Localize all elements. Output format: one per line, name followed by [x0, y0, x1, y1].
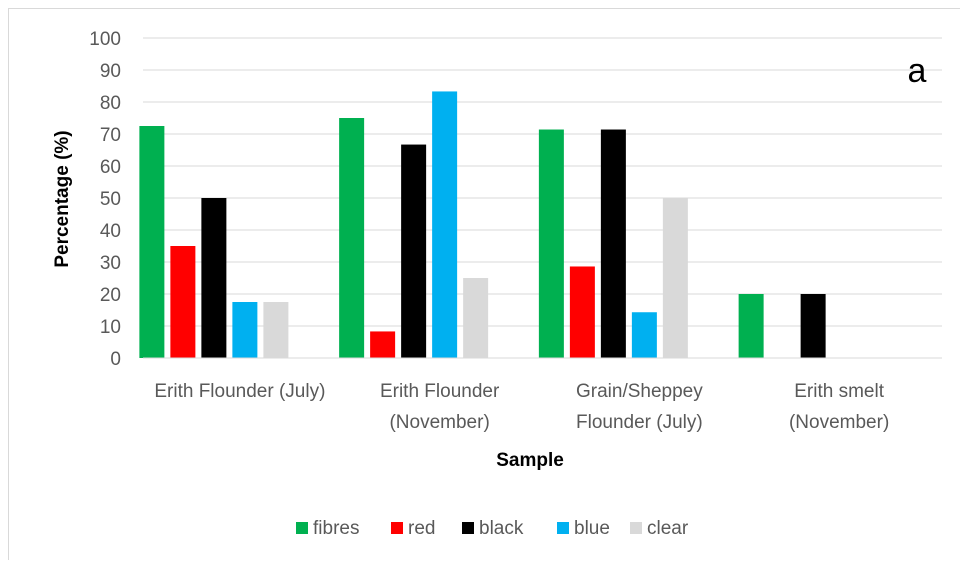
y-tick-label: 60 — [100, 157, 121, 178]
bar-fibres — [738, 294, 764, 358]
legend-swatch-fibres — [296, 522, 308, 534]
bar-fibres — [339, 118, 365, 358]
y-tick-label: 80 — [100, 93, 121, 114]
panel-label: a — [908, 52, 927, 90]
x-category-label: Erith Flounder (July) — [154, 381, 325, 402]
bar-blue — [432, 91, 458, 358]
y-tick-label: 0 — [110, 349, 121, 370]
legend-swatch-black — [462, 522, 474, 534]
x-axis-title: Sample — [496, 450, 564, 471]
bar-black — [401, 144, 427, 358]
legend-swatch-blue — [557, 522, 569, 534]
y-axis-ticks: 0 10 20 30 40 50 60 70 80 90 100 — [89, 29, 121, 370]
bar-red — [569, 266, 595, 358]
bar-fibres — [538, 129, 564, 358]
x-category-label: Erith Flounder — [380, 381, 500, 402]
legend-label-black: black — [479, 518, 524, 539]
legend-label-red: red — [408, 518, 435, 539]
x-category-label: Erith smelt — [794, 381, 884, 402]
legend-swatch-red — [391, 522, 403, 534]
y-tick-label: 50 — [100, 189, 121, 210]
bar-black — [800, 294, 826, 358]
bar-fibres — [139, 126, 165, 358]
bar-red — [370, 331, 396, 358]
bar-clear — [263, 302, 289, 358]
bar-red — [170, 246, 196, 358]
bar-clear — [463, 278, 489, 358]
x-category-label: (November) — [389, 412, 489, 433]
y-tick-label: 30 — [100, 253, 121, 274]
y-tick-label: 70 — [100, 125, 121, 146]
y-axis-title: Percentage (%) — [52, 130, 73, 267]
y-tick-label: 10 — [100, 317, 121, 338]
bar-blue — [232, 302, 258, 358]
legend-label-blue: blue — [574, 518, 610, 539]
bar-black — [600, 129, 626, 358]
legend-label-clear: clear — [647, 518, 689, 539]
bar-blue — [631, 312, 657, 358]
bars — [139, 91, 826, 358]
y-tick-label: 100 — [89, 29, 121, 50]
y-tick-label: 90 — [100, 61, 121, 82]
x-category-label: Grain/Sheppey — [576, 381, 703, 402]
x-category-label: (November) — [789, 412, 889, 433]
bar-black — [201, 198, 227, 358]
x-axis-categories: Erith Flounder (July) Erith Flounder (Nove… — [154, 381, 889, 433]
legend-label-fibres: fibres — [313, 518, 359, 539]
y-tick-label: 40 — [100, 221, 121, 242]
y-tick-label: 20 — [100, 285, 121, 306]
legend: fibres red black blue clear — [296, 518, 689, 539]
legend-swatch-clear — [630, 522, 642, 534]
bar-clear — [662, 198, 688, 358]
x-category-label: Flounder (July) — [576, 412, 703, 433]
